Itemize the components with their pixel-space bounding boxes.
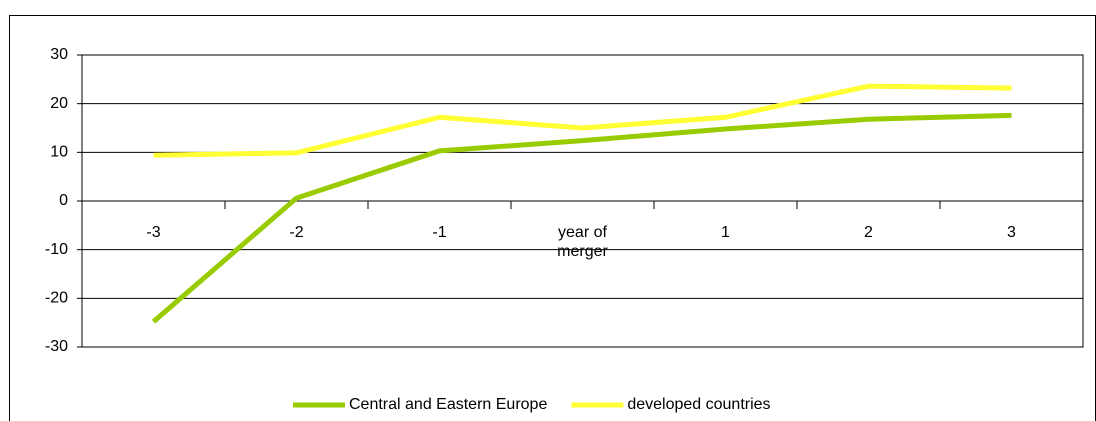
x-tick-label: -3 [146, 224, 161, 241]
legend-label: developed countries [627, 396, 770, 413]
x-tick-label: 2 [864, 224, 873, 241]
series-line [151, 112, 1012, 324]
chart-border [9, 15, 1096, 421]
y-tick-label: -20 [45, 290, 68, 307]
x-tick-label: -2 [289, 224, 304, 241]
x-tick-label: 3 [1007, 224, 1016, 241]
y-tick-label: 10 [50, 144, 68, 161]
x-tick-label: -1 [432, 224, 447, 241]
series-line [153, 83, 1012, 158]
y-tick-label: -30 [45, 338, 68, 355]
x-tick-label: 1 [721, 224, 730, 241]
y-tick-label: 20 [50, 95, 68, 112]
y-tick-label: 30 [50, 46, 68, 63]
legend-label: Central and Eastern Europe [349, 396, 547, 413]
x-tick-label: year of merger [557, 224, 608, 260]
y-tick-label: 0 [59, 192, 68, 209]
y-tick-label: -10 [45, 241, 68, 258]
